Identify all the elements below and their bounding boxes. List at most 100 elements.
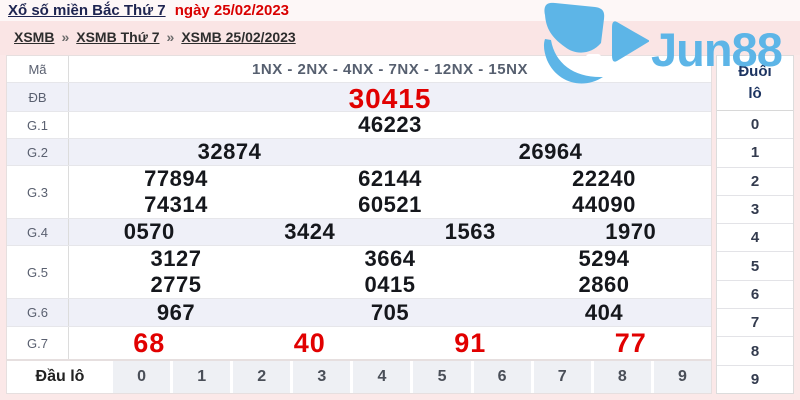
prize-row-G.1: G.1 46223 [7, 112, 711, 139]
prize-number: 404 [584, 299, 624, 325]
breadcrumb: XSMB » XSMB Thứ 7 » XSMB 25/02/2023 [14, 29, 296, 45]
prize-row-G.7: G.7 68 40 91 77 [7, 327, 711, 359]
prize-number: 0570 [123, 219, 175, 244]
prize-number: 1NX - 2NX - 4NX - 7NX - 12NX - 15NX [252, 60, 528, 78]
prize-label: G.5 [7, 246, 69, 298]
prize-label: G.1 [7, 112, 69, 138]
prize-label: G.2 [7, 139, 69, 165]
prize-label: G.4 [7, 219, 69, 245]
prize-number: 40 [293, 327, 326, 358]
duoi-lo-cell-7: 7 [717, 309, 793, 338]
prize-row-G.4: G.4 0570 3424 1563 1970 [7, 219, 711, 246]
title-link[interactable]: Xổ số miền Bắc Thứ 7 [8, 2, 166, 19]
logo-brand-text: Jun88 [651, 22, 783, 76]
breadcrumb-link-0[interactable]: XSMB [14, 29, 55, 45]
prize-number: 68 [133, 327, 166, 358]
prize-values: 32874 26964 [69, 139, 711, 165]
duoi-lo-cell-9: 9 [750, 370, 760, 388]
prize-number: 77 [614, 327, 647, 358]
dau-lo-cell-4: 4 [353, 361, 411, 393]
dau-lo-cell-9: 9 [653, 361, 711, 393]
results-table-body: Mã 1NX - 2NX - 4NX - 7NX - 12NX - 15NX ĐB 3… [7, 56, 711, 359]
prize-row-G.6: G.6 967 705 404 [7, 299, 711, 327]
duoi-lo-cell-0: 0 [717, 111, 793, 140]
prize-number: 1970 [605, 219, 657, 244]
prize-line: 46223 [69, 112, 711, 138]
duoi-lo-cell-4: 4 [717, 224, 793, 253]
prize-number: 2775 [150, 272, 202, 297]
prize-row-G.2: G.2 32874 26964 [7, 139, 711, 166]
prize-values: 77894 62144 22240 74314 60521 44090 [69, 166, 711, 218]
breadcrumb-separator: » [61, 29, 70, 45]
duoi-lo-cell-6: 6 [717, 281, 793, 310]
breadcrumb-separator: » [166, 29, 175, 45]
breadcrumb-bar: XSMB » XSMB Thứ 7 » XSMB 25/02/2023 [0, 21, 800, 55]
prize-values: 46223 [69, 112, 711, 138]
dau-lo-cell-3: 3 [293, 361, 351, 393]
dau-lo-cell-1: 1 [173, 361, 231, 393]
prize-values: 967 705 404 [69, 299, 711, 326]
prize-line: 77894 62144 22240 [69, 166, 711, 192]
prize-line: 0570 3424 1563 1970 [69, 219, 711, 245]
prize-label: ĐB [7, 83, 69, 111]
prize-values: 30415 [69, 83, 711, 114]
prize-values: 0570 3424 1563 1970 [69, 219, 711, 245]
dau-lo-cell-2: 2 [233, 361, 291, 393]
prize-number: 74314 [144, 192, 208, 217]
prize-line: 74314 60521 44090 [69, 192, 711, 218]
prize-number: 3664 [364, 246, 416, 271]
duoi-lo-cell-3: 3 [717, 196, 793, 225]
prize-values: 3127 3664 5294 2775 0415 2860 [69, 246, 711, 298]
prize-number: 1563 [444, 219, 496, 244]
dau-lo-cell-5: 5 [413, 361, 471, 393]
prize-number: 46223 [358, 112, 422, 137]
prize-line: 1NX - 2NX - 4NX - 7NX - 12NX - 15NX [69, 56, 711, 82]
prize-label: G.3 [7, 166, 69, 218]
prize-line: 68 40 91 77 [69, 327, 711, 359]
dau-lo-cell-6: 6 [473, 361, 531, 393]
duoi-lo-cell-8: 8 [717, 337, 793, 366]
breadcrumb-link-2[interactable]: XSMB 25/02/2023 [181, 29, 296, 45]
prize-number: 60521 [358, 192, 422, 217]
title-date: ngày 25/02/2023 [174, 2, 290, 19]
jun88-logo[interactable]: Jun88 [531, 0, 783, 91]
prize-number: 967 [156, 299, 196, 325]
duoi-lo-header-line2: lô [748, 85, 762, 102]
page-title: Xổ số miền Bắc Thứ 7 ngày 25/02/2023 [8, 2, 289, 19]
dau-lo-label: Đầu lô [35, 368, 85, 385]
prize-number: 3127 [150, 246, 202, 271]
prize-number: 30415 [348, 83, 432, 114]
prize-values: 68 40 91 77 [69, 327, 711, 359]
prize-number: 44090 [572, 192, 636, 217]
dau-lo-cell-7: 7 [533, 361, 591, 393]
duoi-lo-cell-2: 2 [717, 168, 793, 196]
prize-line: 967 705 404 [69, 299, 711, 326]
prize-number: 32874 [197, 139, 262, 164]
prize-row-G.5: G.5 3127 3664 5294 2775 0415 2860 [7, 246, 711, 299]
prize-number: 77894 [144, 166, 208, 191]
dau-lo-cell-0: 0 [113, 361, 171, 393]
prize-line: 30415 [69, 83, 711, 115]
prize-number: 5294 [578, 246, 630, 271]
duoi-lo-header-line1: Đuôi [738, 62, 772, 80]
prize-number: 62144 [358, 166, 422, 191]
prize-number: 3424 [284, 219, 336, 244]
duoi-lo-header: Đuôi lô [717, 56, 793, 111]
prize-number: 22240 [572, 166, 636, 191]
prize-number: 2860 [578, 272, 630, 297]
prize-number: 91 [454, 327, 487, 358]
prize-row-ĐB: ĐB 30415 [7, 83, 711, 114]
duoi-lo-cell-5: 5 [717, 252, 793, 281]
prize-line: 32874 26964 [69, 139, 711, 165]
prize-line: 3127 3664 5294 [69, 246, 711, 272]
prize-line: 2775 0415 2860 [69, 272, 711, 298]
dau-lo-cell-8: 8 [593, 361, 651, 393]
jun88-play-icon [531, 0, 650, 91]
breadcrumb-link-1[interactable]: XSMB Thứ 7 [76, 29, 160, 45]
prize-values: 1NX - 2NX - 4NX - 7NX - 12NX - 15NX [69, 56, 711, 82]
prize-label: G.7 [7, 327, 69, 359]
